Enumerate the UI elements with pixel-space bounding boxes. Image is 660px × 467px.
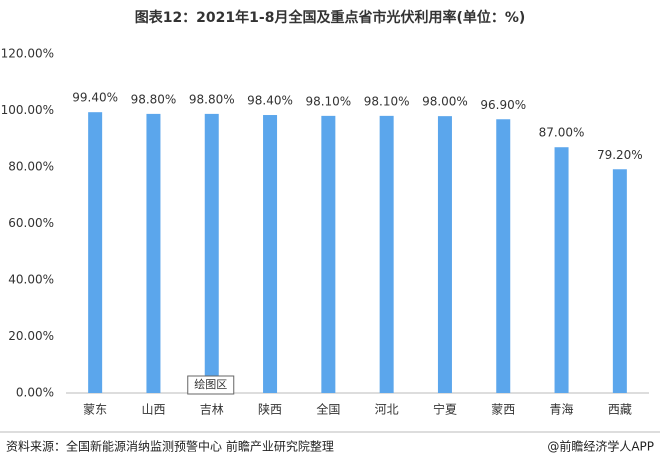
x-tick-label: 蒙东 bbox=[83, 403, 107, 417]
value-label: 98.00% bbox=[422, 95, 468, 109]
x-tick-label: 全国 bbox=[316, 402, 340, 417]
bar bbox=[554, 147, 569, 393]
value-label: 79.20% bbox=[597, 148, 643, 162]
value-label: 98.80% bbox=[131, 92, 177, 106]
value-label: 98.10% bbox=[305, 94, 351, 108]
x-tick-label: 河北 bbox=[375, 403, 399, 417]
x-tick-label: 宁夏 bbox=[433, 402, 457, 417]
bar bbox=[263, 115, 278, 394]
value-label: 99.40% bbox=[72, 91, 118, 105]
y-tick-label: 0.00% bbox=[16, 386, 54, 400]
bar bbox=[321, 115, 336, 394]
bar bbox=[496, 119, 511, 393]
bar bbox=[437, 116, 452, 394]
value-label: 98.80% bbox=[189, 92, 235, 106]
chart-title: 图表12：2021年1-8月全国及重点省市光伏利用率(单位：%) bbox=[135, 9, 526, 26]
y-tick-label: 20.00% bbox=[8, 329, 54, 343]
annotation: 绘图区 bbox=[194, 377, 227, 391]
x-tick-label: 西藏 bbox=[608, 403, 632, 417]
y-tick-label: 120.00% bbox=[1, 47, 54, 61]
annotation-box bbox=[187, 375, 235, 395]
x-tick-label: 蒙西 bbox=[491, 403, 515, 417]
x-tick-label: 山西 bbox=[141, 403, 165, 417]
x-tick-label: 吉林 bbox=[200, 403, 224, 417]
y-tick-label: 60.00% bbox=[8, 216, 54, 230]
y-tick-label: 100.00% bbox=[1, 103, 54, 117]
bar bbox=[146, 113, 161, 393]
bar bbox=[612, 169, 627, 393]
value-label: 96.90% bbox=[480, 98, 526, 112]
credit: @前瞻经济学人APP bbox=[547, 439, 654, 454]
value-label: 87.00% bbox=[539, 126, 585, 140]
y-tick-label: 80.00% bbox=[8, 160, 54, 174]
bar bbox=[379, 115, 394, 394]
value-label: 98.10% bbox=[364, 94, 410, 108]
x-tick-label: 青海 bbox=[550, 402, 574, 417]
bar bbox=[88, 112, 103, 393]
x-tick-label: 陕西 bbox=[258, 402, 282, 417]
bar bbox=[204, 113, 219, 393]
y-tick-label: 40.00% bbox=[8, 273, 54, 287]
value-label: 98.40% bbox=[247, 94, 293, 108]
source: 资料来源：全国新能源消纳监测预警中心 前瞻产业研究院整理 bbox=[6, 439, 334, 454]
